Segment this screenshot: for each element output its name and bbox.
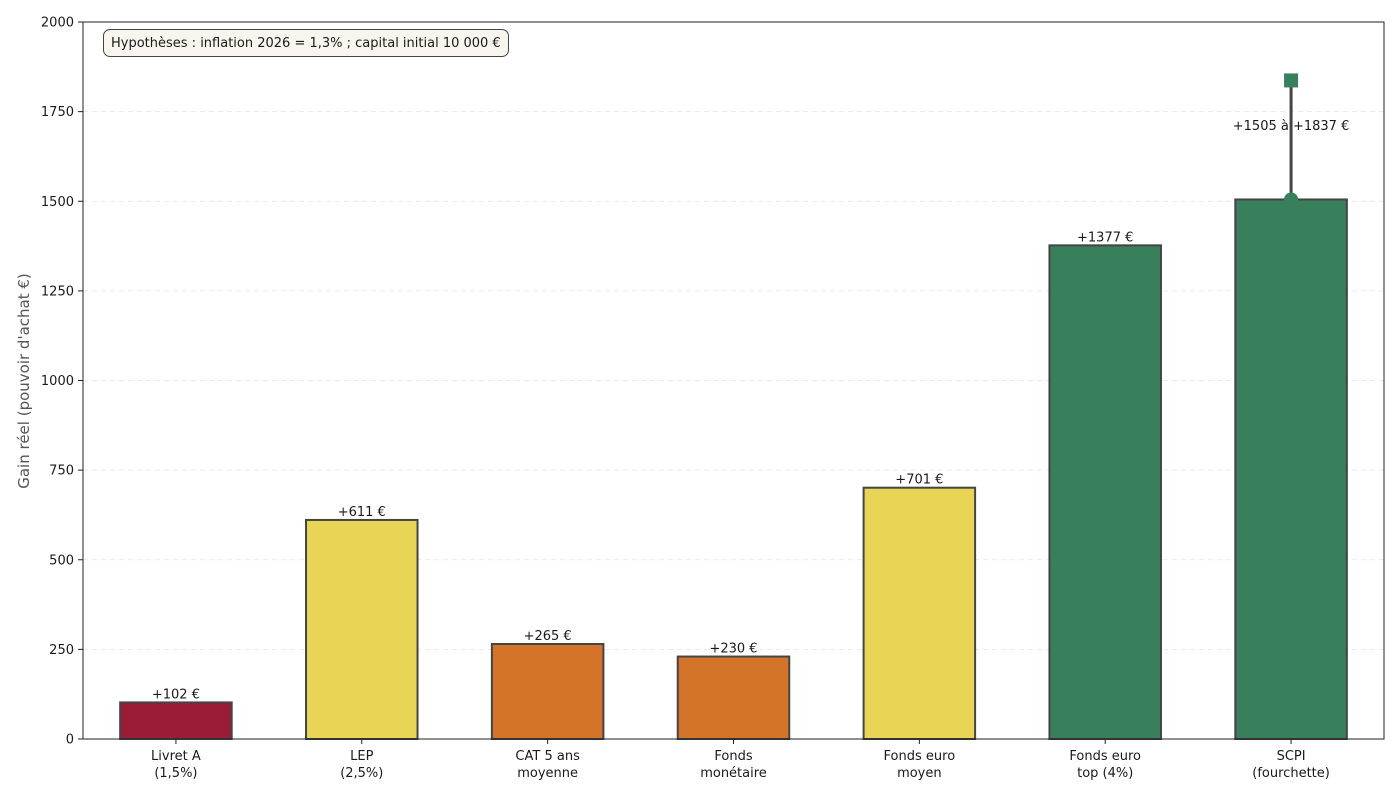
y-tick-label: 1000 bbox=[41, 374, 74, 389]
y-tick-label: 250 bbox=[49, 643, 74, 658]
x-tick-label: moyenne bbox=[517, 766, 578, 781]
value-labels: +102 € +611 € +265 € +230 € +701 € +1377 € +15… bbox=[152, 119, 1349, 702]
x-tick-label: (2,5%) bbox=[340, 766, 383, 781]
y-tick-label: 2000 bbox=[41, 16, 74, 31]
x-tick-label: (fourchette) bbox=[1252, 766, 1330, 781]
y-tick-label: 0 bbox=[66, 733, 74, 748]
gridlines bbox=[83, 111, 1384, 650]
x-tick-label: Livret A bbox=[151, 749, 201, 764]
value-label: +102 € bbox=[152, 687, 200, 702]
x-tick-label: SCPI bbox=[1277, 749, 1306, 764]
x-tick-label: Fonds euro bbox=[1069, 749, 1141, 764]
bar bbox=[1234, 198, 1348, 740]
x-axis: Livret A (1,5%) LEP (2,5%) CAT 5 ans moyenne F… bbox=[151, 739, 1330, 781]
bar bbox=[490, 642, 605, 740]
range-low-marker bbox=[1284, 192, 1299, 207]
x-tick-label: monétaire bbox=[700, 766, 767, 781]
value-label: +701 € bbox=[895, 473, 943, 488]
value-label: +265 € bbox=[524, 629, 572, 644]
y-tick-label: 1250 bbox=[41, 284, 74, 299]
y-axis-label: Gain réel (pouvoir d'achat €) bbox=[15, 273, 33, 489]
value-label: +611 € bbox=[338, 505, 386, 520]
range-markers bbox=[1284, 73, 1299, 207]
x-tick-label: Fonds bbox=[714, 749, 752, 764]
bar bbox=[305, 518, 419, 740]
y-tick-label: 1500 bbox=[41, 195, 74, 210]
bar bbox=[1048, 244, 1162, 741]
y-tick-label: 1750 bbox=[41, 105, 74, 120]
range-high-marker bbox=[1284, 73, 1299, 88]
x-tick-label: CAT 5 ans bbox=[515, 749, 580, 764]
x-tick-label: top (4%) bbox=[1077, 766, 1133, 781]
x-tick-label: (1,5%) bbox=[154, 766, 197, 781]
value-label: +1377 € bbox=[1077, 230, 1133, 245]
x-tick-label: Fonds euro bbox=[884, 749, 956, 764]
x-tick-label: LEP bbox=[350, 749, 373, 764]
bar bbox=[119, 701, 233, 740]
hypotheses-note: Hypothèses : inflation 2026 = 1,3% ; cap… bbox=[103, 29, 509, 57]
x-tick-label: moyen bbox=[897, 766, 942, 781]
bars bbox=[119, 198, 1348, 741]
y-tick-label: 750 bbox=[49, 464, 74, 479]
value-label: +230 € bbox=[709, 642, 757, 657]
y-tick-label: 500 bbox=[49, 553, 74, 568]
bar bbox=[676, 655, 791, 740]
range-label: +1505 à +1837 € bbox=[1233, 119, 1350, 134]
y-axis: 0 250 500 750 1000 1250 1500 1750 2000 bbox=[41, 16, 83, 748]
bar bbox=[862, 486, 977, 740]
